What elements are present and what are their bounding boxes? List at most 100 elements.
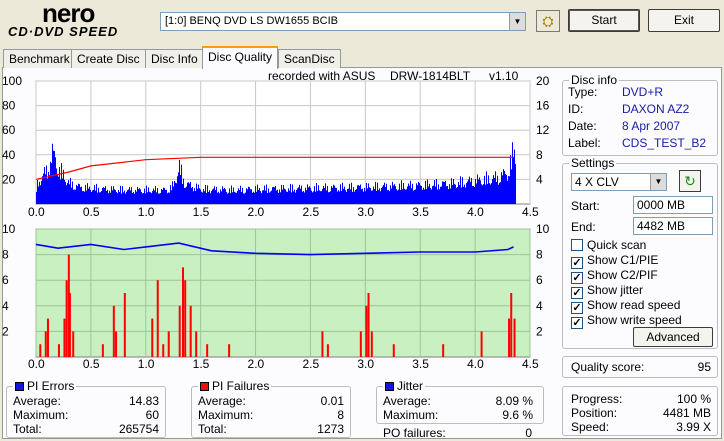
pi-errors-avg: 14.83 xyxy=(128,394,159,408)
progress-label: Progress: xyxy=(571,392,623,406)
checkbox-show-read-speed[interactable]: ✓ Show read speed xyxy=(571,298,680,314)
checkbox-checked-icon[interactable]: ✓ xyxy=(571,302,583,314)
eject-button[interactable]: ⛭ xyxy=(536,10,560,32)
checkbox-label: Show C2/PIF xyxy=(587,268,658,282)
pi-failure-bar xyxy=(72,331,75,357)
disc-date-value: 8 Apr 2007 xyxy=(622,119,681,133)
disc-id-label: ID: xyxy=(568,102,584,116)
pi-failures-max: 8 xyxy=(337,408,344,422)
y-tick-label-right: 16 xyxy=(536,99,550,113)
checkbox-show-c1-pie[interactable]: ✓ Show C1/PIE xyxy=(571,253,658,269)
x-tick-label: 0.0 xyxy=(28,205,45,219)
disc-type-value: DVD+R xyxy=(622,85,664,99)
pi-failures-title: PI Failures xyxy=(198,379,272,393)
pi-failures-total: 1273 xyxy=(317,422,344,436)
x-tick-label: 4.5 xyxy=(522,205,539,219)
checkbox-show-c2-pif[interactable]: ✓ Show C2/PIF xyxy=(571,268,658,284)
checkbox-label: Show read speed xyxy=(587,298,681,312)
pi-failure-bar xyxy=(326,344,329,357)
pi-errors-title: PI Errors xyxy=(13,379,77,393)
tab-benchmark[interactable]: Benchmark xyxy=(3,49,76,68)
speed-select[interactable]: 4 X CLV ▼ xyxy=(571,173,667,191)
jitter-avg: 8.09 % xyxy=(495,394,533,408)
checkbox-quick-scan[interactable]: Quick scan xyxy=(571,238,646,252)
checkbox-show-jitter[interactable]: ✓ Show jitter xyxy=(571,283,643,299)
pi-failure-bar xyxy=(513,318,516,357)
checkbox-label: Show C1/PIE xyxy=(587,253,659,267)
pi-failure-bar xyxy=(359,331,362,357)
pi-errors-total-label: Total: xyxy=(13,422,42,436)
pi-failure-bar xyxy=(510,293,513,357)
pi-failure-bar xyxy=(115,331,118,357)
checkbox-checked-icon[interactable]: ✓ xyxy=(571,272,583,284)
pi-failure-bar xyxy=(321,331,324,357)
jitter-max: 9.6 % xyxy=(502,408,533,422)
y-tick-label-right: 20 xyxy=(536,74,550,88)
y-tick-label-left: 6 xyxy=(2,273,9,287)
checkbox-checked-icon[interactable]: ✓ xyxy=(571,317,583,329)
start-button[interactable]: Start xyxy=(568,9,640,32)
tab-scandisc[interactable]: ScanDisc xyxy=(278,49,341,68)
pi-failure-bar xyxy=(65,280,68,357)
jitter-avg-label: Average: xyxy=(383,394,431,408)
y-tick-label-left: 100 xyxy=(2,74,22,88)
x-tick-label: 3.0 xyxy=(357,205,374,219)
chart-plot-area xyxy=(35,228,531,358)
jitter-line xyxy=(35,242,514,256)
y-tick-label-left: 80 xyxy=(2,99,16,113)
po-failures-value: 0 xyxy=(525,426,532,440)
y-tick-label-right: 4 xyxy=(536,299,543,313)
y-tick-label-left: 8 xyxy=(2,248,9,262)
tab-create-disc[interactable]: Create Disc xyxy=(71,49,146,68)
pi-failure-bar xyxy=(39,344,42,357)
pi-failures-total-label: Total: xyxy=(198,422,227,436)
pi-failure-bar xyxy=(206,344,209,357)
end-label: End: xyxy=(571,220,596,234)
y-tick-label-left: 2 xyxy=(2,324,9,338)
jitter-max-label: Maximum: xyxy=(383,408,439,422)
pi-errors-max: 60 xyxy=(145,408,159,422)
pi-errors-avg-label: Average: xyxy=(13,394,61,408)
checkbox-empty-icon[interactable] xyxy=(571,239,583,251)
progress-box: Progress: 100 % Position: 4481 MB Speed:… xyxy=(562,386,718,436)
x-tick-label: 4.0 xyxy=(467,205,484,219)
disc-date-label: Date: xyxy=(568,119,597,133)
disc-label-value: CDS_TEST_B2 xyxy=(622,136,707,150)
start-label: Start: xyxy=(571,199,600,213)
pi-failure-bar xyxy=(178,305,181,357)
start-field[interactable]: 0000 MB xyxy=(633,196,713,214)
po-failures-label: PO failures: xyxy=(383,426,446,440)
position-value: 4481 MB xyxy=(662,406,711,420)
x-tick-label: 1.5 xyxy=(193,357,210,371)
x-tick-label: 1.5 xyxy=(193,205,210,219)
y-tick-label-right: 10 xyxy=(536,222,550,236)
drive-select[interactable]: [1:0] BENQ DVD LS DW1655 BCIB ▼ xyxy=(160,12,526,31)
checkbox-show-write-speed[interactable]: ✓ Show write speed xyxy=(571,313,682,329)
chevron-down-icon[interactable]: ▼ xyxy=(509,13,525,30)
refresh-button[interactable]: ↻ xyxy=(679,170,701,192)
refresh-icon: ↻ xyxy=(684,173,696,189)
pi-failure-bar xyxy=(101,344,104,357)
checkbox-checked-icon[interactable]: ✓ xyxy=(571,257,583,269)
pi-errors-group: PI Errors Average: 14.83 Maximum: 60 Tot… xyxy=(6,379,166,438)
pi-failures-avg: 0.01 xyxy=(320,394,344,408)
chevron-down-icon[interactable]: ▼ xyxy=(650,174,666,190)
pi-failure-bar xyxy=(44,331,47,357)
advanced-button[interactable]: Advanced xyxy=(633,327,713,347)
pi-failure-bar xyxy=(195,331,198,357)
pi-failure-bar xyxy=(508,318,511,357)
progress-value: 100 % xyxy=(676,392,711,406)
tab-disc-quality[interactable]: Disc Quality xyxy=(202,46,279,69)
pi-errors-max-label: Maximum: xyxy=(13,408,69,422)
y-tick-label-right: 8 xyxy=(536,148,543,162)
pi-failure-bar xyxy=(162,344,165,357)
end-field[interactable]: 4482 MB xyxy=(633,217,713,235)
jitter-title: Jitter xyxy=(383,379,426,393)
y-tick-label-right: 12 xyxy=(536,123,550,137)
disc-type-label: Type: xyxy=(568,85,598,99)
legend-blue-square xyxy=(385,382,394,391)
y-tick-label-right: 4 xyxy=(536,172,543,186)
checkbox-checked-icon[interactable]: ✓ xyxy=(571,287,583,299)
y-tick-label-left: 20 xyxy=(2,172,16,186)
exit-button[interactable]: Exit xyxy=(648,9,720,32)
